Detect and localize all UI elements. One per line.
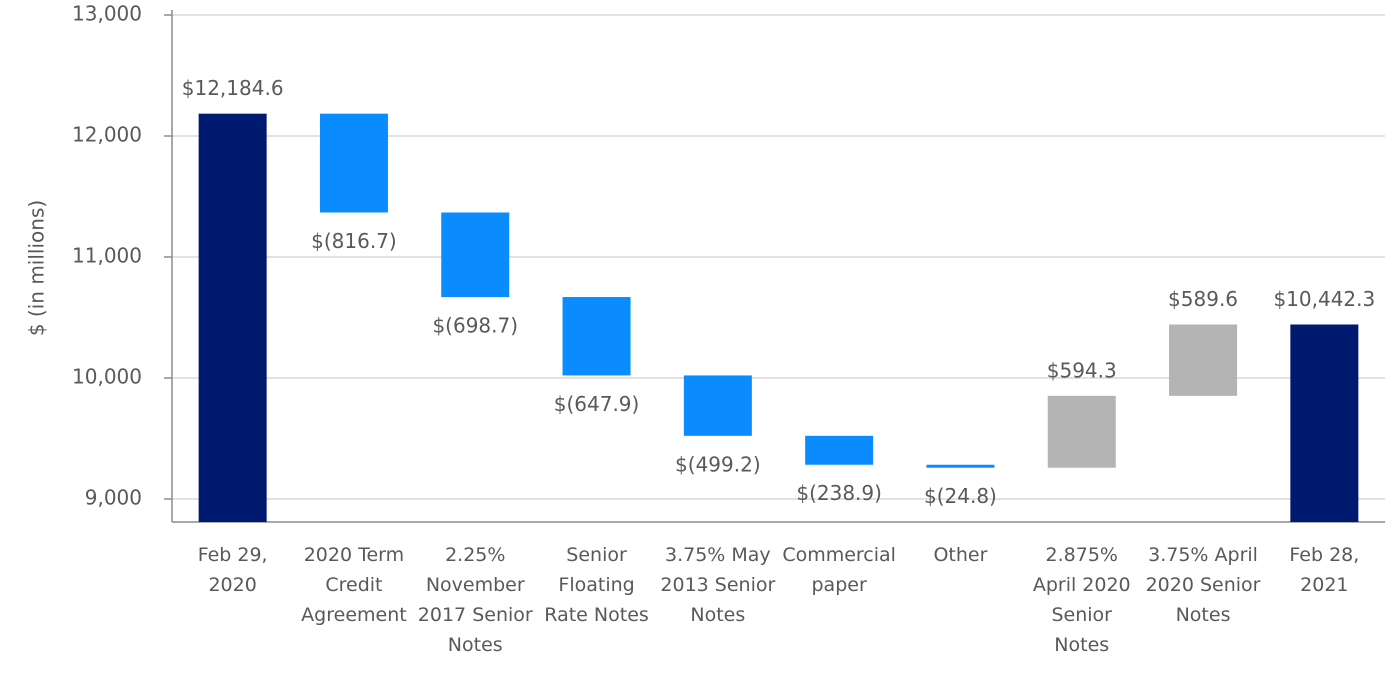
y-axis-label: $ (in millions) <box>25 200 49 336</box>
bar <box>441 212 510 298</box>
x-tick-label: Commercial paper <box>782 544 896 596</box>
value-label: $(698.7) <box>432 314 518 338</box>
x-tick-label: 2020 Term Credit Agreement <box>301 544 407 626</box>
y-tick-label: 11,000 <box>72 244 142 268</box>
value-label: $594.3 <box>1047 358 1117 382</box>
x-tick-label: Other <box>933 544 988 566</box>
x-tick-label: 2.875% April 2020 Senior Notes <box>1032 544 1131 656</box>
bar <box>805 435 874 465</box>
bar <box>926 464 995 468</box>
value-label: $(238.9) <box>796 481 882 505</box>
value-label: $12,184.6 <box>182 76 284 100</box>
value-label: $10,442.3 <box>1273 287 1375 311</box>
y-tick-label: 10,000 <box>72 365 142 389</box>
y-tick-label: 13,000 <box>72 2 142 26</box>
x-tick-label: Feb 28, 2021 <box>1289 544 1360 596</box>
x-tick-label: 2.25% November 2017 Senior Notes <box>417 544 533 656</box>
bar <box>319 113 388 213</box>
x-tick-label: Senior Floating Rate Notes <box>544 544 649 626</box>
value-label: $(816.7) <box>311 229 397 253</box>
bar <box>1047 395 1116 468</box>
bar <box>1290 324 1359 522</box>
value-label: $(24.8) <box>924 484 997 508</box>
value-label: $(499.2) <box>675 452 761 476</box>
bar <box>562 297 631 376</box>
x-tick-label: 3.75% May 2013 Senior Notes <box>660 544 776 626</box>
x-tick-label: Feb 29, 2020 <box>197 544 268 596</box>
y-tick-label: 9,000 <box>85 486 142 510</box>
x-tick-label: 3.75% April 2020 Senior Notes <box>1145 544 1261 626</box>
bar <box>198 113 267 522</box>
bar <box>1169 324 1238 396</box>
value-label: $(647.9) <box>554 392 640 416</box>
bar <box>683 375 752 436</box>
value-label: $589.6 <box>1168 287 1238 311</box>
y-tick-label: 12,000 <box>72 123 142 147</box>
